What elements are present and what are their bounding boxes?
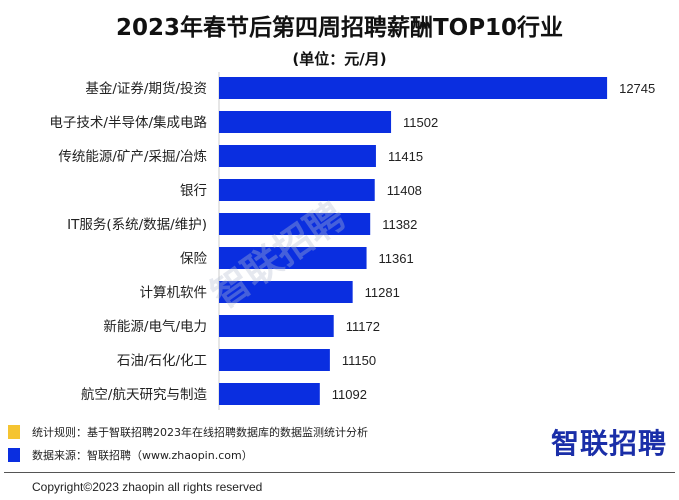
bar	[219, 349, 330, 371]
category-label: 传统能源/矿产/采掘/冶炼	[58, 149, 207, 165]
bar	[219, 247, 367, 269]
value-label: 11502	[403, 115, 438, 130]
bar	[219, 179, 375, 201]
value-label: 11415	[388, 149, 423, 164]
category-label: 基金/证券/期货/投资	[85, 80, 207, 97]
bar	[219, 315, 334, 337]
value-label: 11408	[387, 183, 422, 198]
divider	[4, 472, 675, 473]
bar	[219, 383, 320, 405]
chart-title: 2023年春节后第四周招聘薪酬TOP10行业	[115, 15, 564, 41]
category-label: 新能源/电气/电力	[103, 319, 207, 335]
bar	[219, 145, 376, 167]
category-label: 计算机软件	[140, 285, 208, 301]
note-rule-text: 统计规则：基于智联招聘2023年在线招聘数据库的数据监测统计分析	[32, 426, 368, 439]
blue-legend-swatch	[8, 448, 20, 462]
value-label: 11382	[382, 217, 417, 232]
value-label: 11150	[342, 353, 376, 368]
bar	[219, 281, 353, 303]
note-rule: 统计规则：基于智联招聘2023年在线招聘数据库的数据监测统计分析	[8, 424, 368, 440]
bar	[219, 213, 371, 235]
copyright: Copyright©2023 zhaopin all rights reserv…	[32, 480, 263, 494]
category-label: 保险	[180, 251, 207, 267]
category-label: 石油/石化/化工	[117, 353, 207, 369]
chart-subtitle: (单位：元/月)	[292, 50, 387, 68]
value-label: 11172	[346, 319, 380, 334]
bar	[219, 77, 608, 99]
note-source-text: 数据来源：智联招聘（www.zhaopin.com）	[32, 449, 253, 462]
category-label: 电子技术/半导体/集成电路	[49, 115, 207, 131]
value-label: 11281	[365, 285, 400, 300]
value-label: 12745	[619, 81, 655, 96]
yellow-legend-swatch	[8, 425, 20, 439]
category-label: 航空/航天研究与制造	[81, 387, 208, 403]
category-label: IT服务(系统/数据/维护)	[67, 217, 207, 233]
zhaopin-logo: 智联招聘	[550, 427, 667, 460]
category-label: 银行	[180, 183, 207, 199]
note-source: 数据来源：智联招聘（www.zhaopin.com）	[8, 447, 253, 463]
value-label: 11361	[379, 251, 414, 266]
bar	[219, 111, 392, 133]
value-label: 11092	[332, 387, 367, 402]
bar-chart: 基金/证券/期货/投资 12745 电子技术/半导体/集成电路 11502 传统能源/矿…	[49, 72, 655, 410]
